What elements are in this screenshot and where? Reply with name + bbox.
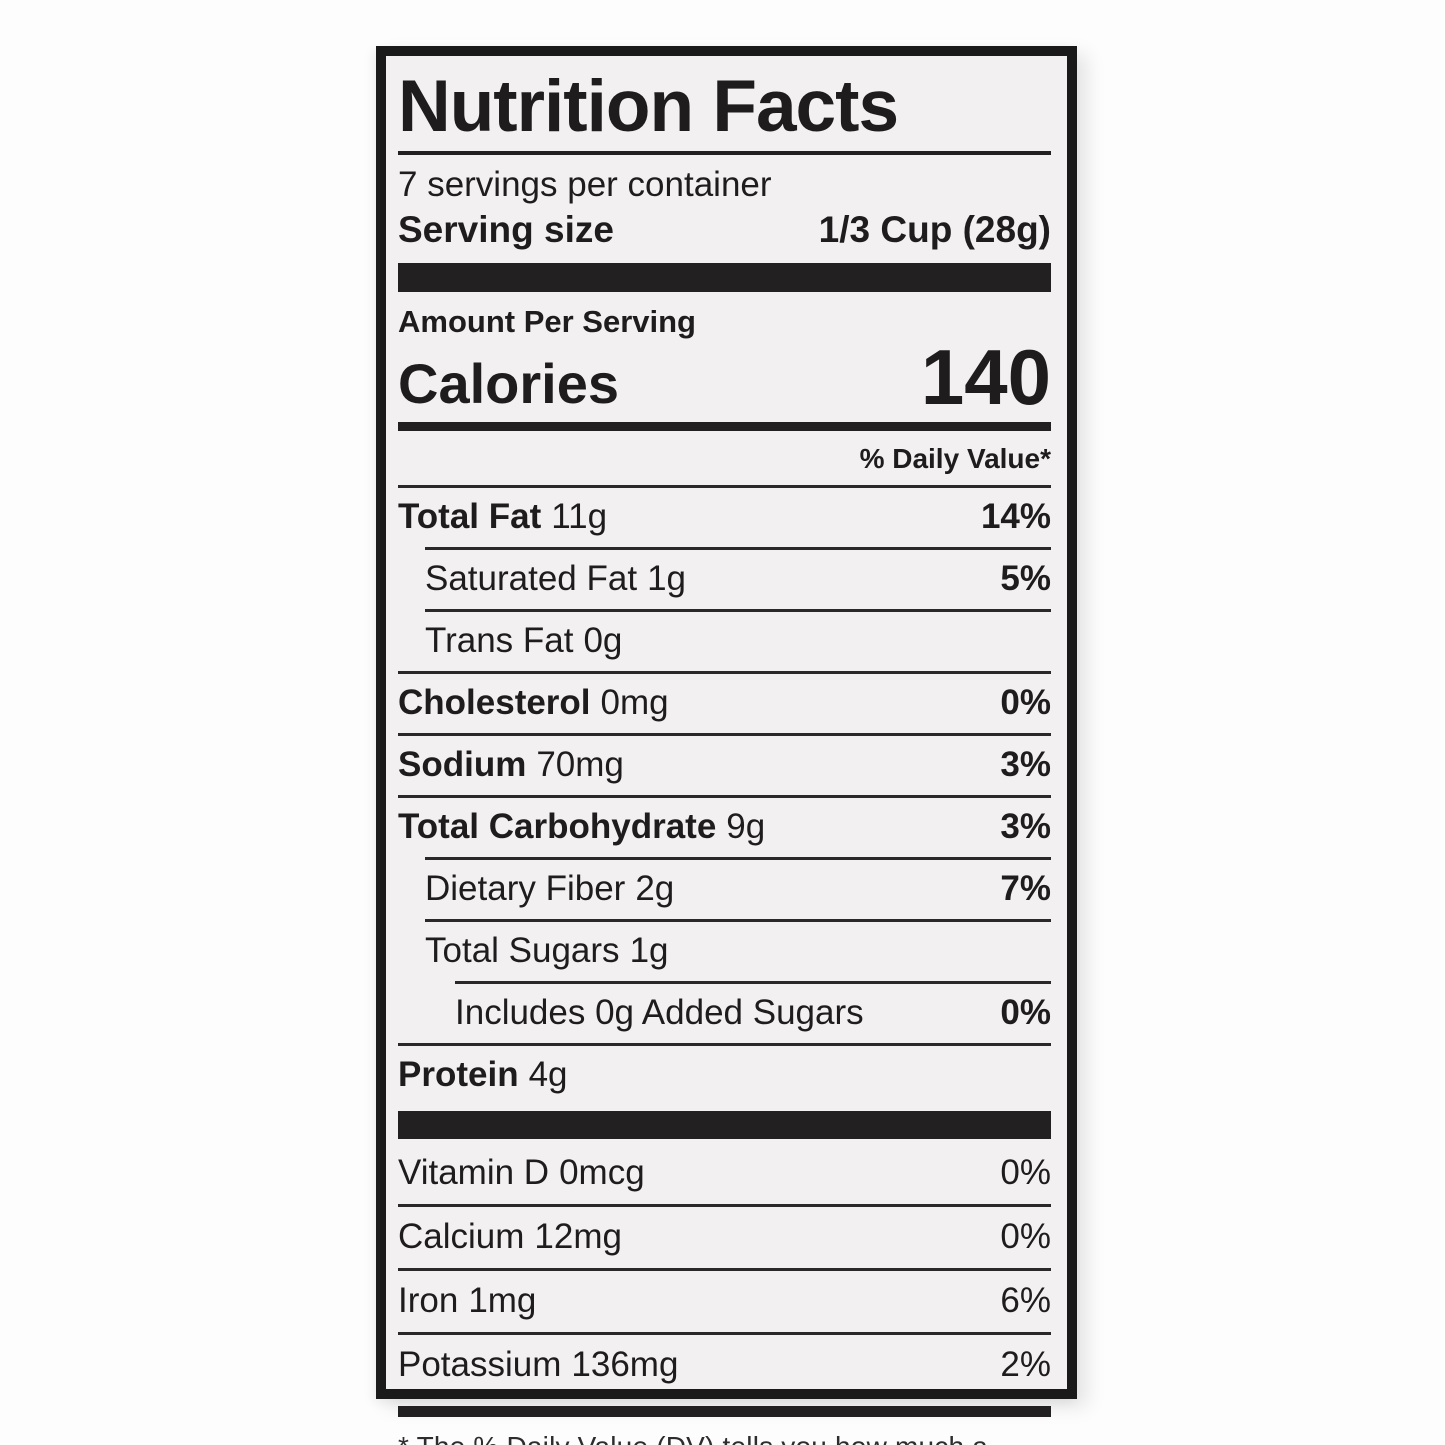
nutrient-name: Dietary Fiber (425, 869, 626, 909)
nutrient-dv: 3% (1000, 745, 1051, 785)
nutrient-name: Cholesterol (398, 683, 591, 723)
micronutrient-table: Vitamin D 0mcg 0% Calcium 12mg 0% Iron 1mg … (398, 1139, 1051, 1396)
nutrient-row-dietary-fiber: Dietary Fiber 2g 7% (425, 857, 1051, 919)
nutrient-row-protein: Protein 4g (398, 1043, 1051, 1105)
nutrient-name: Trans Fat (425, 621, 574, 661)
nutrient-table: Total Fat 11g 14% Saturated Fat 1g 5% Tran… (398, 485, 1051, 1105)
nutrient-row-total-carbohydrate: Total Carbohydrate 9g 3% (398, 795, 1051, 857)
nutrient-name: Includes 0g Added Sugars (455, 993, 864, 1033)
nutrient-amount: 9g (726, 807, 766, 847)
nutrient-amount: 136mg (571, 1345, 679, 1385)
nutrient-name: Saturated Fat (425, 559, 638, 599)
daily-value-footnote: * The % Daily Value (DV) tells you how m… (398, 1429, 1051, 1445)
nutrient-amount: 11g (551, 497, 608, 537)
nutrient-row-cholesterol: Cholesterol 0mg 0% (398, 671, 1051, 733)
nutrient-dv: 0% (1000, 683, 1051, 723)
nutrient-name: Iron (398, 1281, 459, 1321)
nutrient-amount: 1g (629, 931, 669, 971)
micronutrient-row-potassium: Potassium 136mg 2% (398, 1332, 1051, 1396)
nutrient-row-total-fat: Total Fat 11g 14% (398, 485, 1051, 547)
nutrient-name: Total Fat (398, 497, 542, 537)
thick-divider-top (398, 263, 1051, 292)
serving-size-value: 1/3 Cup (28g) (818, 209, 1051, 250)
amount-per-serving-label: Amount Per Serving (398, 304, 696, 339)
micronutrient-row-vitamin-d: Vitamin D 0mcg 0% (398, 1139, 1051, 1204)
thick-divider-bottom (398, 1406, 1051, 1418)
nutrient-dv: 7% (1000, 869, 1051, 909)
nutrient-amount: 4g (528, 1055, 568, 1095)
servings-per-container: 7 servings per container (398, 165, 772, 204)
nutrient-amount: 70mg (536, 745, 624, 785)
label-title: Nutrition Facts (398, 66, 899, 147)
nutrient-name: Sodium (398, 745, 527, 785)
daily-value-header: % Daily Value* (859, 443, 1051, 475)
thick-divider-middle (398, 1111, 1051, 1140)
nutrient-dv: 2% (1000, 1345, 1051, 1385)
calories-divider (398, 422, 1051, 432)
nutrient-dv: 14% (980, 497, 1051, 537)
serving-size-label: Serving size (398, 209, 614, 250)
calories-label: Calories (398, 351, 619, 415)
nutrient-dv: 0% (1000, 1217, 1051, 1257)
nutrient-dv: 0% (1000, 1153, 1051, 1193)
calories-value: 140 (920, 333, 1051, 421)
nutrient-dv: 3% (1000, 807, 1051, 847)
nutrient-row-sodium: Sodium 70mg 3% (398, 733, 1051, 795)
nutrient-name: Protein (398, 1055, 519, 1095)
micronutrient-row-calcium: Calcium 12mg 0% (398, 1204, 1051, 1268)
nutrient-row-saturated-fat: Saturated Fat 1g 5% (425, 547, 1051, 609)
nutrient-amount: 0g (583, 621, 623, 661)
nutrient-dv: 0% (1000, 993, 1051, 1033)
calories-row: Calories 140 (398, 333, 1051, 421)
nutrient-row-added-sugars: Includes 0g Added Sugars 0% (455, 981, 1051, 1043)
title-divider (398, 151, 1051, 155)
nutrient-amount: 0mcg (559, 1153, 645, 1193)
nutrient-name: Total Carbohydrate (398, 807, 717, 847)
nutrient-name: Vitamin D (398, 1153, 550, 1193)
nutrient-row-trans-fat: Trans Fat 0g (425, 609, 1051, 671)
micronutrient-row-iron: Iron 1mg 6% (398, 1268, 1051, 1332)
nutrient-amount: 1mg (468, 1281, 537, 1321)
nutrient-amount: 12mg (534, 1217, 622, 1257)
nutrient-name: Calcium (398, 1217, 525, 1257)
nutrient-name: Total Sugars (425, 931, 620, 971)
nutrition-facts-label: Nutrition Facts 7 servings per container… (376, 46, 1077, 1445)
nutrient-row-total-sugars: Total Sugars 1g (425, 919, 1051, 981)
nutrient-dv: 6% (1000, 1281, 1051, 1321)
nutrient-amount: 2g (635, 869, 675, 909)
nutrient-amount: 0mg (600, 683, 669, 723)
nutrient-amount: 1g (647, 559, 687, 599)
serving-size-row: Serving size 1/3 Cup (28g) (398, 209, 1051, 251)
nutrient-name: Potassium (398, 1345, 562, 1385)
nutrient-dv: 5% (1000, 559, 1051, 599)
